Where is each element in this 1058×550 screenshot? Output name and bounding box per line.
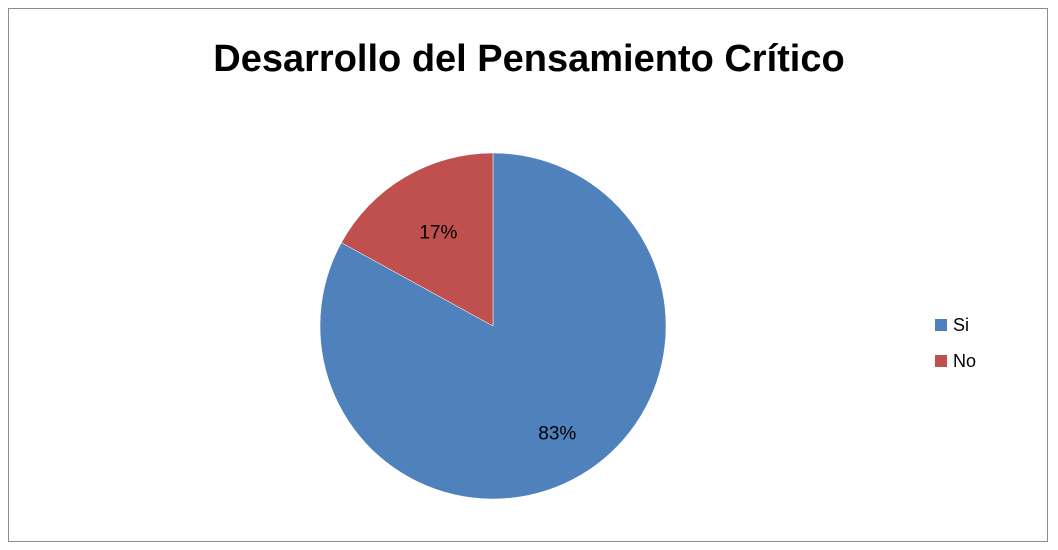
legend-swatch <box>935 319 947 331</box>
legend-item-no: No <box>935 351 976 371</box>
legend-label: Si <box>953 314 970 335</box>
legend-label: No <box>953 350 977 371</box>
chart-title: Desarrollo del Pensamiento Crítico <box>213 38 845 80</box>
chart-legend: Si No <box>935 315 976 387</box>
legend-swatch <box>935 355 947 367</box>
pie-slice-no <box>341 152 494 327</box>
slice-label-si: 83% <box>538 424 576 445</box>
slice-label-no: 17% <box>419 223 457 244</box>
legend-item-si: Si <box>935 315 976 335</box>
